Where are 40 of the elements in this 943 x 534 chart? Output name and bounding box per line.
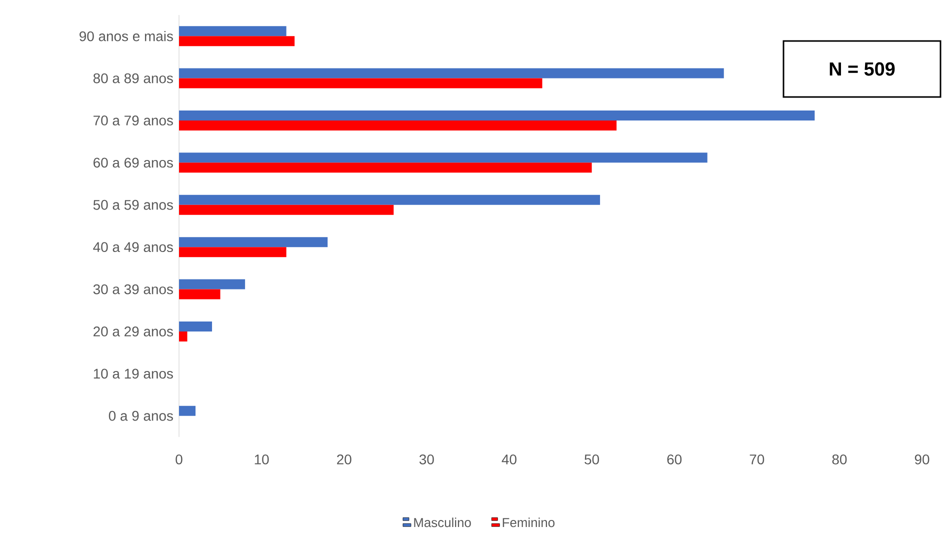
x-tick-label: 80 [832, 454, 847, 464]
bar [179, 120, 617, 130]
y-tick-label: 0 a 9 anos [108, 410, 173, 421]
x-tick-label: 30 [419, 454, 434, 464]
y-tick-label: 40 a 49 anos [93, 242, 173, 252]
bar [179, 237, 328, 248]
y-tick-label: 10 a 19 anos [94, 368, 173, 379]
x-tick-label: 70 [750, 454, 764, 464]
y-tick-label: 70 a 79 anos [94, 116, 173, 126]
y-tick-label: 50 a 59 anos [93, 200, 173, 210]
bar [179, 152, 708, 163]
bar [179, 279, 246, 290]
y-tick-label: 80 a 89 anos [93, 73, 173, 84]
y-tick-label: 30 a 39 anos [93, 284, 173, 294]
y-tick-label: 60 a 69 anos [94, 158, 173, 168]
bar [179, 26, 286, 36]
bar [179, 331, 188, 342]
y-tick-label: 90 anos e mais [80, 30, 173, 42]
x-tick-label: 50 [584, 454, 599, 464]
x-tick-label: 20 [337, 454, 352, 464]
bar [179, 194, 600, 205]
x-tick-label: 10 [254, 454, 269, 464]
legend-label: Masculino [414, 518, 471, 528]
bar [179, 36, 295, 46]
bar [179, 321, 212, 332]
bar [179, 68, 724, 78]
bar [179, 289, 220, 300]
legend-label: Feminino [502, 518, 555, 528]
x-tick-label: 40 [502, 454, 516, 464]
x-tick-label: 0 [176, 454, 182, 464]
annotation: N = 509 [830, 62, 895, 76]
bar [179, 204, 394, 215]
y-tick-label: 20 a 29 anos [94, 326, 173, 336]
x-tick-label: 60 [667, 454, 682, 464]
bar [179, 78, 542, 88]
bar [179, 247, 286, 258]
x-tick-label: 90 [914, 454, 930, 464]
bar [179, 110, 815, 120]
bar [179, 162, 592, 173]
bar [179, 406, 196, 416]
